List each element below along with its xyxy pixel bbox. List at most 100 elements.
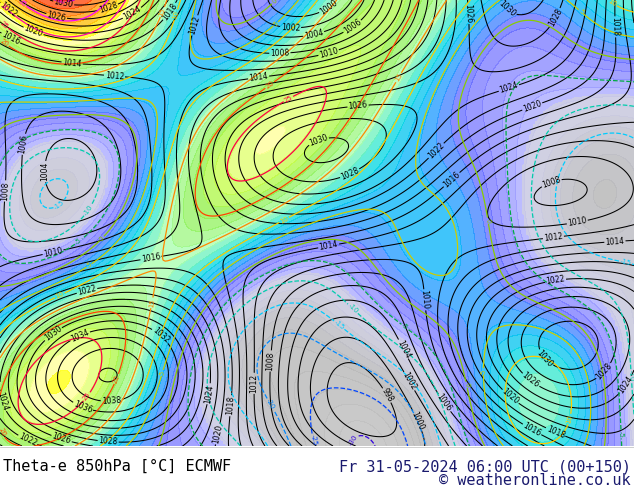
Text: 1008: 1008 xyxy=(0,181,10,201)
Text: 1012: 1012 xyxy=(105,71,124,81)
Text: 1012: 1012 xyxy=(188,15,202,36)
Text: 0: 0 xyxy=(98,235,105,243)
Text: -10: -10 xyxy=(82,204,94,217)
Text: 1004: 1004 xyxy=(40,162,49,181)
Text: 1020: 1020 xyxy=(212,424,224,444)
Text: 1030: 1030 xyxy=(42,324,63,343)
Text: 1028: 1028 xyxy=(98,1,119,15)
Text: 1038: 1038 xyxy=(101,396,121,406)
Text: 1016: 1016 xyxy=(0,30,21,47)
Text: -5: -5 xyxy=(401,322,410,331)
Text: 1014: 1014 xyxy=(318,240,339,252)
Text: 1014: 1014 xyxy=(605,236,625,246)
Text: 10: 10 xyxy=(607,0,618,8)
Text: 1004: 1004 xyxy=(395,339,412,360)
Text: 25: 25 xyxy=(82,392,92,402)
Text: 1002: 1002 xyxy=(401,370,418,392)
Text: 1018: 1018 xyxy=(611,17,620,37)
Text: 1018: 1018 xyxy=(226,396,236,416)
Text: 20: 20 xyxy=(0,38,10,48)
Text: 1014: 1014 xyxy=(249,72,269,83)
Text: 1028: 1028 xyxy=(98,437,118,447)
Text: 1008: 1008 xyxy=(270,49,290,58)
Text: -10: -10 xyxy=(347,303,359,315)
Text: 1022: 1022 xyxy=(77,284,97,297)
Text: 1006: 1006 xyxy=(435,392,453,413)
Text: 35: 35 xyxy=(16,0,27,8)
Text: 1024: 1024 xyxy=(204,384,215,404)
Text: 998: 998 xyxy=(380,387,394,404)
Text: 1010: 1010 xyxy=(318,46,339,60)
Text: 1014: 1014 xyxy=(62,58,82,69)
Text: 1028: 1028 xyxy=(547,7,564,28)
Text: 1002: 1002 xyxy=(281,23,301,33)
Text: 1004: 1004 xyxy=(304,28,324,41)
Text: 1018: 1018 xyxy=(160,1,179,22)
Text: -30: -30 xyxy=(348,434,359,446)
Text: 1030: 1030 xyxy=(308,133,329,147)
Text: 1016: 1016 xyxy=(441,170,462,189)
Text: 5: 5 xyxy=(86,262,93,269)
Text: 10: 10 xyxy=(566,414,574,424)
Text: 20: 20 xyxy=(112,374,121,384)
Text: 40: 40 xyxy=(57,0,66,4)
Text: 1000: 1000 xyxy=(318,0,339,17)
Text: 1022: 1022 xyxy=(17,432,38,448)
Text: 30: 30 xyxy=(0,2,10,12)
Text: 15: 15 xyxy=(394,72,403,83)
Text: 1024: 1024 xyxy=(122,4,143,22)
Text: 15: 15 xyxy=(158,7,167,17)
Text: 1034: 1034 xyxy=(69,328,91,343)
Text: 10: 10 xyxy=(279,215,290,224)
Text: 1024: 1024 xyxy=(498,81,519,95)
Text: 0: 0 xyxy=(484,218,491,223)
Text: -25: -25 xyxy=(309,434,318,446)
Text: 1010: 1010 xyxy=(42,246,63,259)
Text: 5: 5 xyxy=(481,369,486,373)
Text: 1012: 1012 xyxy=(543,232,564,243)
Text: 1008: 1008 xyxy=(266,351,276,371)
Text: 5: 5 xyxy=(272,20,280,27)
Text: 1016: 1016 xyxy=(141,252,161,264)
Text: 1030: 1030 xyxy=(497,0,518,19)
Text: 1030: 1030 xyxy=(535,348,555,369)
Text: 1022: 1022 xyxy=(426,141,446,161)
Text: 1012: 1012 xyxy=(250,374,259,393)
Text: 1008: 1008 xyxy=(541,174,562,190)
Text: 1024: 1024 xyxy=(0,391,10,412)
Text: 1006: 1006 xyxy=(342,18,363,36)
Text: 0: 0 xyxy=(463,382,470,388)
Text: 5: 5 xyxy=(158,370,166,376)
Text: 1006: 1006 xyxy=(17,134,29,154)
Text: -15: -15 xyxy=(333,319,346,331)
Text: 1018: 1018 xyxy=(545,424,566,440)
Text: © weatheronline.co.uk: © weatheronline.co.uk xyxy=(439,473,631,488)
Text: 1032: 1032 xyxy=(150,326,171,345)
Text: Fr 31-05-2024 06:00 UTC (00+150): Fr 31-05-2024 06:00 UTC (00+150) xyxy=(339,459,631,474)
Text: 1026: 1026 xyxy=(51,432,72,446)
Text: 1026: 1026 xyxy=(463,3,474,24)
Text: 1022: 1022 xyxy=(0,0,19,19)
Text: 10: 10 xyxy=(55,291,65,300)
Text: -15: -15 xyxy=(619,258,631,267)
Text: -20: -20 xyxy=(265,398,276,411)
Text: 25: 25 xyxy=(283,94,294,104)
Text: 1020: 1020 xyxy=(522,99,543,114)
Text: 1020: 1020 xyxy=(23,24,44,39)
Text: -15: -15 xyxy=(53,199,66,210)
Text: 10: 10 xyxy=(172,9,180,20)
Text: 0: 0 xyxy=(271,0,278,5)
Text: 1020: 1020 xyxy=(500,387,521,406)
Text: 1010: 1010 xyxy=(567,216,588,228)
Text: 1026: 1026 xyxy=(46,10,67,23)
Text: -5: -5 xyxy=(618,431,624,438)
Text: 20: 20 xyxy=(0,427,6,438)
Text: 20: 20 xyxy=(264,80,275,90)
Text: 1028: 1028 xyxy=(339,166,361,182)
Text: 1016: 1016 xyxy=(521,421,543,438)
Text: 1010: 1010 xyxy=(420,290,430,310)
Text: 15: 15 xyxy=(148,298,156,308)
Text: 1036: 1036 xyxy=(72,399,93,415)
Text: 1028: 1028 xyxy=(595,362,614,382)
Text: 1030: 1030 xyxy=(53,0,74,10)
